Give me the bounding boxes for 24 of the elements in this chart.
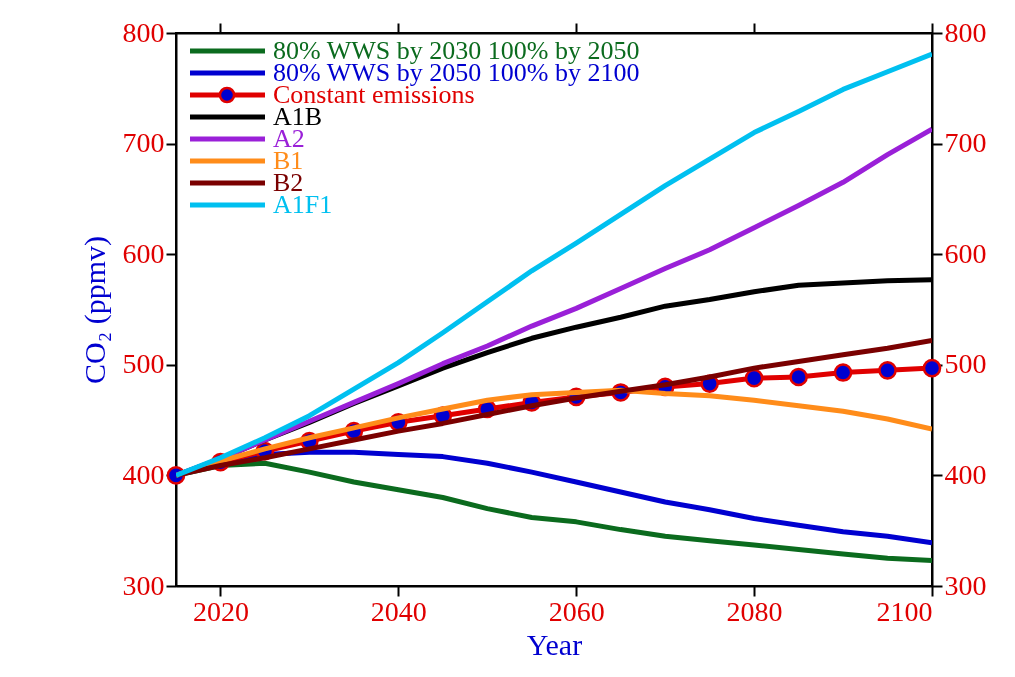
y2-tick-label: 600 [944, 237, 987, 269]
y-tick-label: 500 [122, 348, 165, 380]
y2-tick-label: 700 [944, 127, 987, 159]
y2-tick-label: 400 [944, 458, 987, 490]
y-tick-label: 400 [122, 458, 165, 490]
x-tick-label: 2020 [192, 595, 249, 627]
y-tick-label: 600 [122, 237, 165, 269]
point [833, 363, 853, 382]
point [922, 358, 942, 378]
y-tick-label: 800 [122, 16, 165, 48]
x-tick-label: 2060 [548, 595, 605, 627]
y-axis-title: CO₂ (ppmv) [77, 236, 112, 384]
x-tick-label: 2040 [370, 595, 427, 627]
point [789, 367, 808, 387]
x-tick-label: 2100 [876, 595, 933, 627]
y-tick-label: 700 [122, 127, 165, 159]
y-tick-label: 300 [122, 569, 165, 601]
point [878, 361, 897, 380]
x-tick-label: 2080 [726, 595, 783, 627]
x-axis-title: Year [526, 627, 583, 661]
y2-tick-label: 800 [944, 16, 987, 48]
y2-tick-label: 300 [944, 569, 987, 601]
point [744, 368, 764, 388]
y2-tick-label: 500 [944, 348, 987, 380]
